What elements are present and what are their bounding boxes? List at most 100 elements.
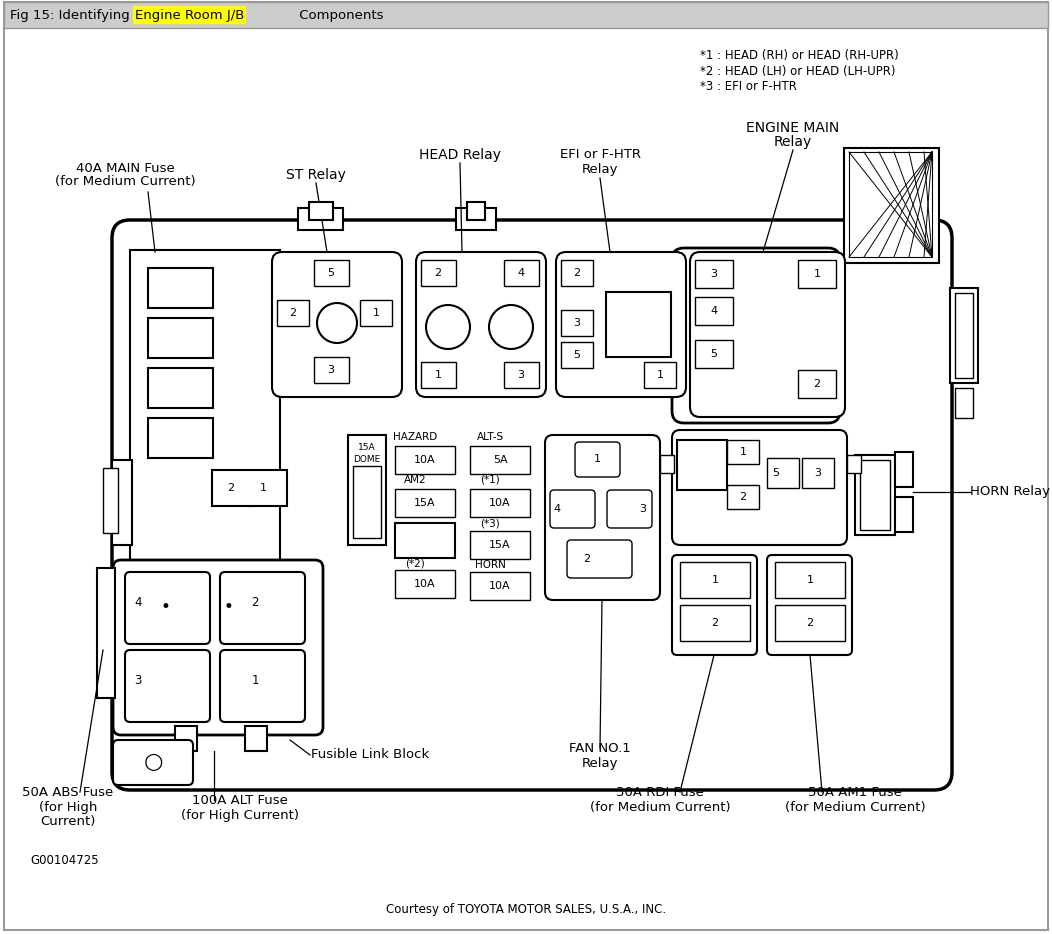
Text: Relay: Relay xyxy=(774,135,812,149)
Bar xyxy=(695,260,733,288)
Text: 1: 1 xyxy=(807,575,813,585)
Text: 10A: 10A xyxy=(414,579,436,589)
Bar xyxy=(798,260,836,288)
Text: 4: 4 xyxy=(553,504,561,514)
Bar xyxy=(213,470,287,506)
Text: HAZARD: HAZARD xyxy=(392,432,438,442)
Text: 4: 4 xyxy=(135,597,142,610)
Text: (for Medium Current): (for Medium Current) xyxy=(55,176,196,189)
Bar xyxy=(394,523,456,558)
Bar xyxy=(677,440,727,490)
Text: 3: 3 xyxy=(814,468,822,478)
Text: DOME: DOME xyxy=(353,455,381,463)
Text: 2: 2 xyxy=(251,597,259,610)
Bar xyxy=(353,466,381,538)
Bar xyxy=(775,562,845,598)
Text: HORN: HORN xyxy=(474,560,505,570)
Text: (for High Current): (for High Current) xyxy=(181,809,299,822)
Bar xyxy=(859,460,890,530)
Bar xyxy=(644,362,676,388)
Bar xyxy=(360,300,392,326)
Bar xyxy=(112,460,132,545)
Bar xyxy=(313,260,349,286)
Circle shape xyxy=(489,305,533,349)
Bar xyxy=(855,455,895,535)
Bar xyxy=(847,455,861,473)
FancyBboxPatch shape xyxy=(557,252,686,397)
Text: 2: 2 xyxy=(289,308,297,318)
Bar xyxy=(798,370,836,398)
Text: 10A: 10A xyxy=(489,581,511,591)
Text: 3: 3 xyxy=(573,318,581,328)
Bar xyxy=(561,342,593,368)
Bar xyxy=(844,148,939,263)
Text: Current): Current) xyxy=(40,815,96,828)
Text: 1: 1 xyxy=(813,269,821,279)
FancyBboxPatch shape xyxy=(567,540,632,578)
Text: 10A: 10A xyxy=(414,455,436,465)
Bar xyxy=(298,208,343,230)
Bar xyxy=(245,726,267,751)
Text: 1: 1 xyxy=(740,447,747,457)
Bar xyxy=(504,260,539,286)
FancyBboxPatch shape xyxy=(545,435,660,600)
Bar xyxy=(955,388,973,418)
Bar xyxy=(103,468,118,533)
Text: 1: 1 xyxy=(434,370,442,380)
Text: 5: 5 xyxy=(710,349,717,359)
Bar xyxy=(309,202,333,220)
FancyBboxPatch shape xyxy=(220,572,305,644)
Text: 2: 2 xyxy=(584,554,590,564)
Bar xyxy=(727,485,758,509)
Text: (for Medium Current): (for Medium Current) xyxy=(590,800,730,814)
Bar xyxy=(895,452,913,487)
Text: (for Medium Current): (for Medium Current) xyxy=(785,800,926,814)
Bar xyxy=(394,446,456,474)
Text: 1: 1 xyxy=(372,308,380,318)
FancyBboxPatch shape xyxy=(113,740,193,785)
Text: ST Relay: ST Relay xyxy=(286,168,346,182)
Bar xyxy=(950,288,978,383)
Text: 3: 3 xyxy=(710,269,717,279)
Bar xyxy=(421,260,456,286)
Text: 50A ABS Fuse: 50A ABS Fuse xyxy=(22,785,114,799)
Text: 40A MAIN Fuse: 40A MAIN Fuse xyxy=(76,162,175,175)
Text: FAN NO.1: FAN NO.1 xyxy=(569,742,631,755)
Circle shape xyxy=(426,305,470,349)
FancyBboxPatch shape xyxy=(767,555,852,655)
Text: 50A AM1 Fuse: 50A AM1 Fuse xyxy=(808,785,902,799)
Text: Relay: Relay xyxy=(582,163,619,176)
Bar xyxy=(130,250,280,580)
FancyBboxPatch shape xyxy=(125,650,210,722)
Text: •: • xyxy=(223,598,232,616)
Text: 15A: 15A xyxy=(358,443,376,451)
Bar xyxy=(680,605,750,641)
Text: *2 : HEAD (LH) or HEAD (LH-UPR): *2 : HEAD (LH) or HEAD (LH-UPR) xyxy=(700,64,895,78)
Bar xyxy=(470,446,530,474)
Bar xyxy=(470,531,530,559)
Bar xyxy=(4,2,1048,28)
Text: (for High: (for High xyxy=(39,800,97,814)
Text: *3 : EFI or F-HTR: *3 : EFI or F-HTR xyxy=(700,80,796,93)
Text: 1: 1 xyxy=(656,370,664,380)
Text: 2: 2 xyxy=(740,492,747,502)
Text: EFI or F-HTR: EFI or F-HTR xyxy=(560,149,641,162)
Bar xyxy=(394,570,456,598)
Bar xyxy=(680,562,750,598)
Text: 15A: 15A xyxy=(414,498,436,508)
Text: 3: 3 xyxy=(518,370,525,380)
Text: (*3): (*3) xyxy=(480,518,500,528)
Text: *1 : HEAD (RH) or HEAD (RH-UPR): *1 : HEAD (RH) or HEAD (RH-UPR) xyxy=(700,49,898,62)
Text: 4: 4 xyxy=(710,306,717,316)
Text: ENGINE MAIN: ENGINE MAIN xyxy=(746,121,839,135)
Text: (*2): (*2) xyxy=(405,559,425,569)
Bar xyxy=(148,268,213,308)
Bar xyxy=(606,292,671,357)
Bar xyxy=(660,455,674,473)
Text: (*1): (*1) xyxy=(480,475,500,485)
Text: 100A ALT Fuse: 100A ALT Fuse xyxy=(193,794,288,806)
Bar xyxy=(394,489,456,517)
Text: 10A: 10A xyxy=(489,498,511,508)
Text: Engine Room J/B: Engine Room J/B xyxy=(135,8,244,21)
Bar xyxy=(695,297,733,325)
